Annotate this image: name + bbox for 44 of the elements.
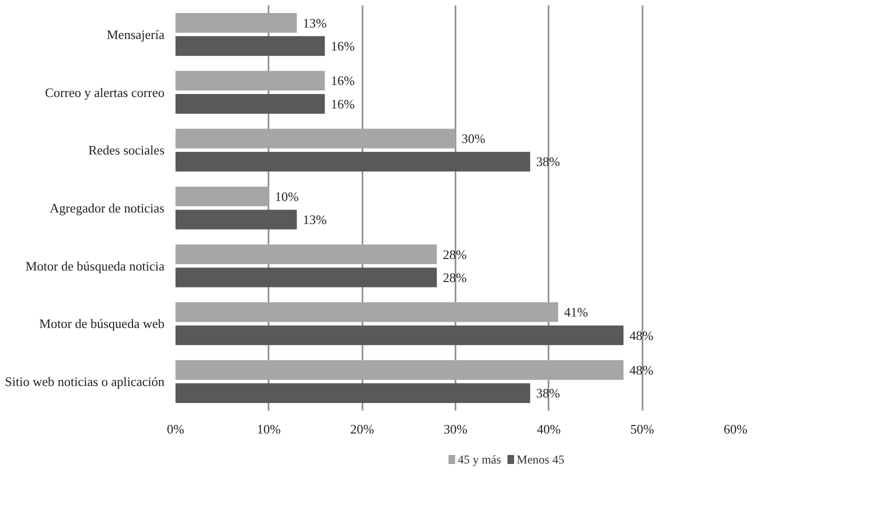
bar [176,70,325,91]
legend-label: 45 y más [458,452,502,466]
bar [176,36,325,56]
bar [176,360,624,380]
bar [176,268,437,288]
y-tick-label: Motor de búsqueda noticia [26,258,165,274]
y-tick-label: Redes sociales [88,142,164,158]
data-label: 13% [302,15,327,30]
data-label: 38% [536,154,560,170]
data-label: 38% [536,386,560,401]
bar [176,128,456,148]
bar [176,302,558,322]
x-tick-label: 10% [256,422,281,436]
data-label: 16% [330,73,355,88]
bar [176,244,437,264]
x-tick-label: 20% [350,422,374,436]
bar [176,94,325,114]
data-label: 16% [330,38,355,54]
bar [176,383,530,403]
y-tick-label: Correo y alertas correo [45,84,165,100]
data-label: 28% [442,270,467,285]
data-label: 30% [462,131,486,146]
data-label: 10% [274,188,299,204]
x-tick-label: 30% [444,422,468,436]
x-tick-label: 40% [536,422,561,436]
x-tick-label: 0% [166,422,184,436]
y-tick-label: Sitio web noticias o aplicación [4,374,165,390]
bar [176,325,624,346]
x-tick-label: 50% [630,422,654,436]
bar [176,152,530,172]
bar [176,210,297,230]
y-tick-label: Mensajería [106,26,165,42]
data-label: 28% [442,246,467,262]
y-tick-label: Agregador de noticias [50,200,165,216]
data-label: 41% [564,304,588,320]
data-label: 48% [630,328,654,343]
data-label: 13% [302,212,327,228]
legend-label: Menos 45 [516,452,564,466]
data-label: 48% [630,362,654,378]
y-tick-label: Motor de búsqueda web [39,316,165,332]
bar [176,186,269,206]
x-tick-label: 60% [724,422,748,436]
data-label: 16% [330,96,355,112]
bar [176,13,297,33]
